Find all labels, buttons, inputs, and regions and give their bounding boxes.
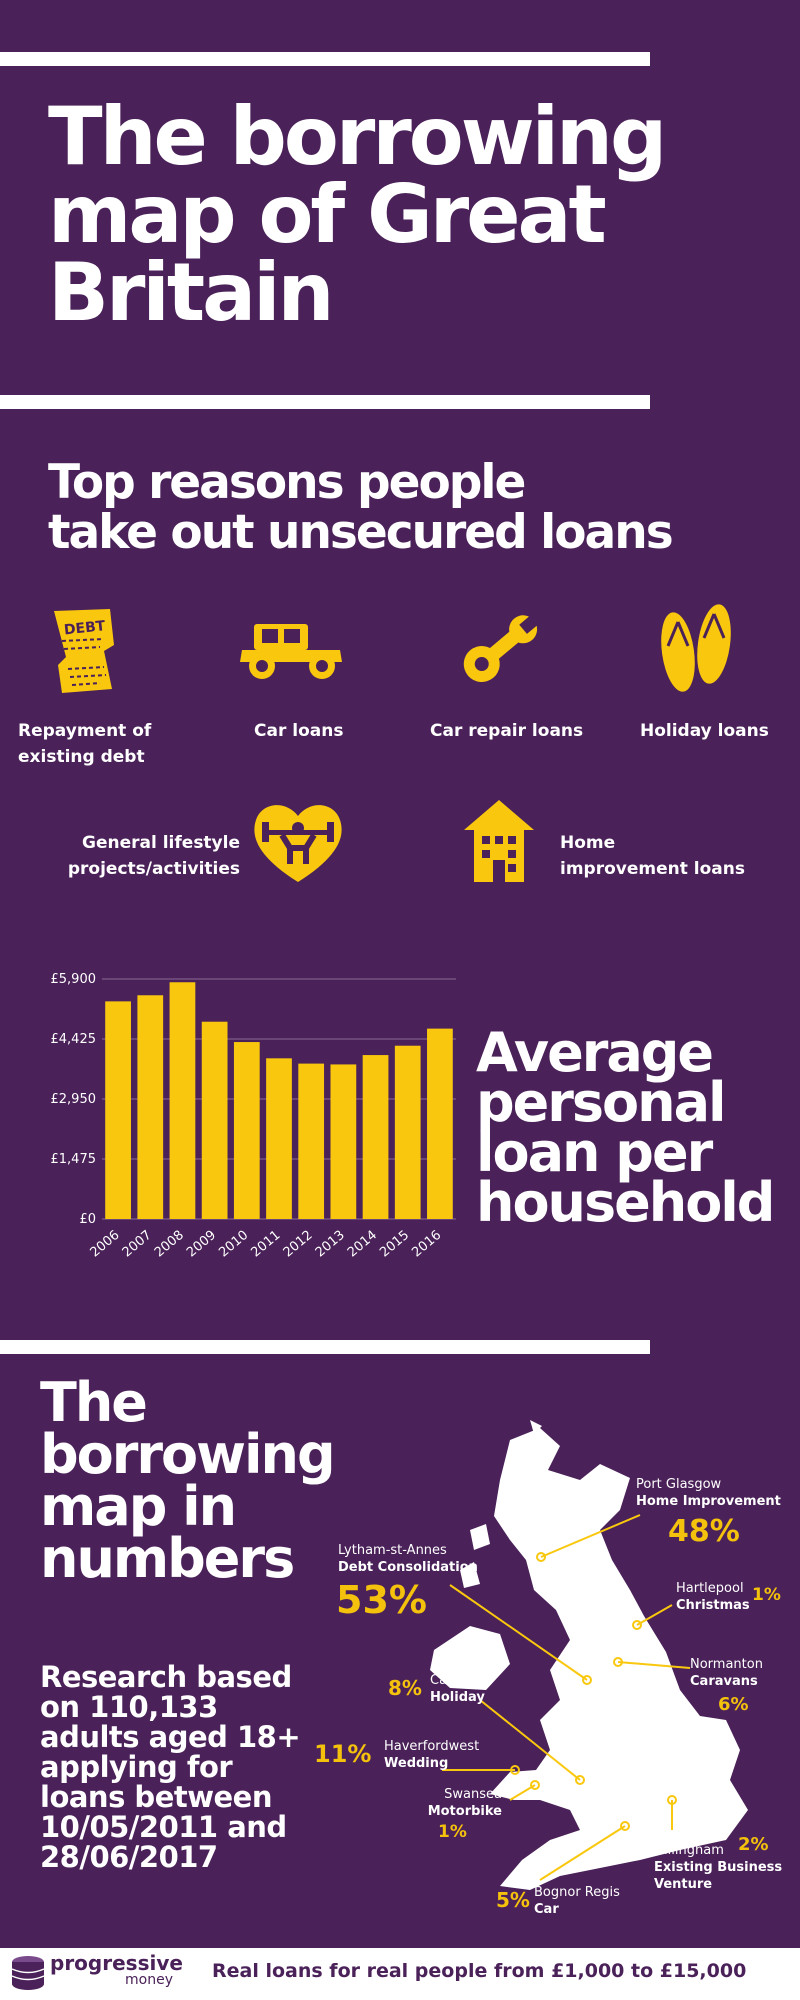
footer-tagline: Real loans for real people from £1,000 t… [212,1960,747,1982]
percent-gillingham: 2% [738,1834,769,1855]
debt-paper-icon: DEBT [48,605,120,699]
reasons-heading: Top reasons people take out unsecured lo… [48,458,788,558]
chart-y-tick-label: £5,900 [51,972,97,987]
reason-label-debt: Repayment of existing debt [18,721,152,767]
chart-title: Average personal loan per household [476,1021,775,1234]
chart-bar [362,1055,389,1219]
reason-label-lifestyle: General lifestyle projects/activities [67,833,240,879]
location-lytham: Lytham-st-Annes Debt Consolidation [338,1543,478,1575]
loan-bar-chart: £0 £1,475 £2,950 £4,425 £5,900 2006 2007 2008 20… [40,965,470,1265]
chart-bar [330,1064,357,1219]
loan-bar-chart-svg: £0£1,475£2,950£4,425£5,90020062007200820… [51,972,456,1260]
flip-flops-icon [654,600,738,700]
reason-label-holiday: Holiday loans [640,721,769,741]
location-bognor-regis: Bognor Regis Car [534,1885,620,1917]
chart-bar [298,1063,325,1219]
location-gillingham: Gillingham Existing Business Venture [654,1843,783,1892]
reasons-heading-line-2: take out unsecured loans [48,505,674,560]
location-hartlepool: Hartlepool Christmas [676,1581,750,1613]
location-port-glasgow: Port Glasgow Home Improvement [636,1477,781,1509]
map-rule [0,1340,650,1354]
chart-bar [137,995,164,1219]
location-haverfordwest: Haverfordwest Wedding [384,1739,480,1771]
percent-port-glasgow: 48% [668,1514,740,1549]
title-rule [0,395,650,409]
top-rule [0,52,650,66]
location-normanton: Normanton Caravans [690,1657,763,1689]
percent-swansea: 1% [438,1822,467,1842]
chart-bar [427,1028,453,1219]
location-swansea: Swansea Motorbike [427,1787,502,1819]
house-icon [462,798,536,888]
chart-bar [394,1045,421,1219]
chart-bar [266,1058,292,1219]
map-section-title: The borrowing map in numbers [40,1371,336,1590]
chart-y-tick-label: £4,425 [51,1032,97,1047]
chart-y-tick-label: £2,950 [51,1092,97,1107]
reason-label-home-improvement: Home improvement loans [560,833,745,879]
heart-weightlifter-icon [250,798,346,888]
chart-bar [201,1021,228,1219]
progressive-money-logo-icon [10,1954,46,1998]
percent-lytham: 53% [336,1578,427,1622]
wrench-icon [455,610,545,694]
reason-label-car-repair: Car repair loans [430,721,584,741]
percent-normanton: 6% [718,1694,749,1715]
brand-subname: money [125,1972,173,1988]
reasons-heading-line-1: Top reasons people [48,455,526,510]
chart-y-tick-label: £1,475 [51,1152,97,1167]
footer: progressive money Real loans for real pe… [0,1948,800,2000]
percent-hartlepool: 1% [752,1585,781,1605]
percent-haverfordwest: 11% [314,1740,372,1768]
research-note: Research based on 110,133 adults aged 18… [40,1660,301,1874]
chart-bar [169,982,196,1219]
percent-caldicot: 8% [388,1676,422,1700]
chart-bar [233,1042,260,1219]
page-title: The borrowing map of Great Britain [48,90,667,339]
chart-bar [105,1001,131,1219]
location-caldicot: Caldicot Holiday [430,1673,485,1705]
brand-name: progressive [50,1951,183,1975]
debt-icon-text: DEBT [63,618,106,638]
car-icon [236,620,348,686]
reason-label-car: Car loans [254,721,344,741]
chart-y-tick-label: £0 [79,1212,96,1227]
percent-bognor-regis: 5% [496,1888,530,1912]
